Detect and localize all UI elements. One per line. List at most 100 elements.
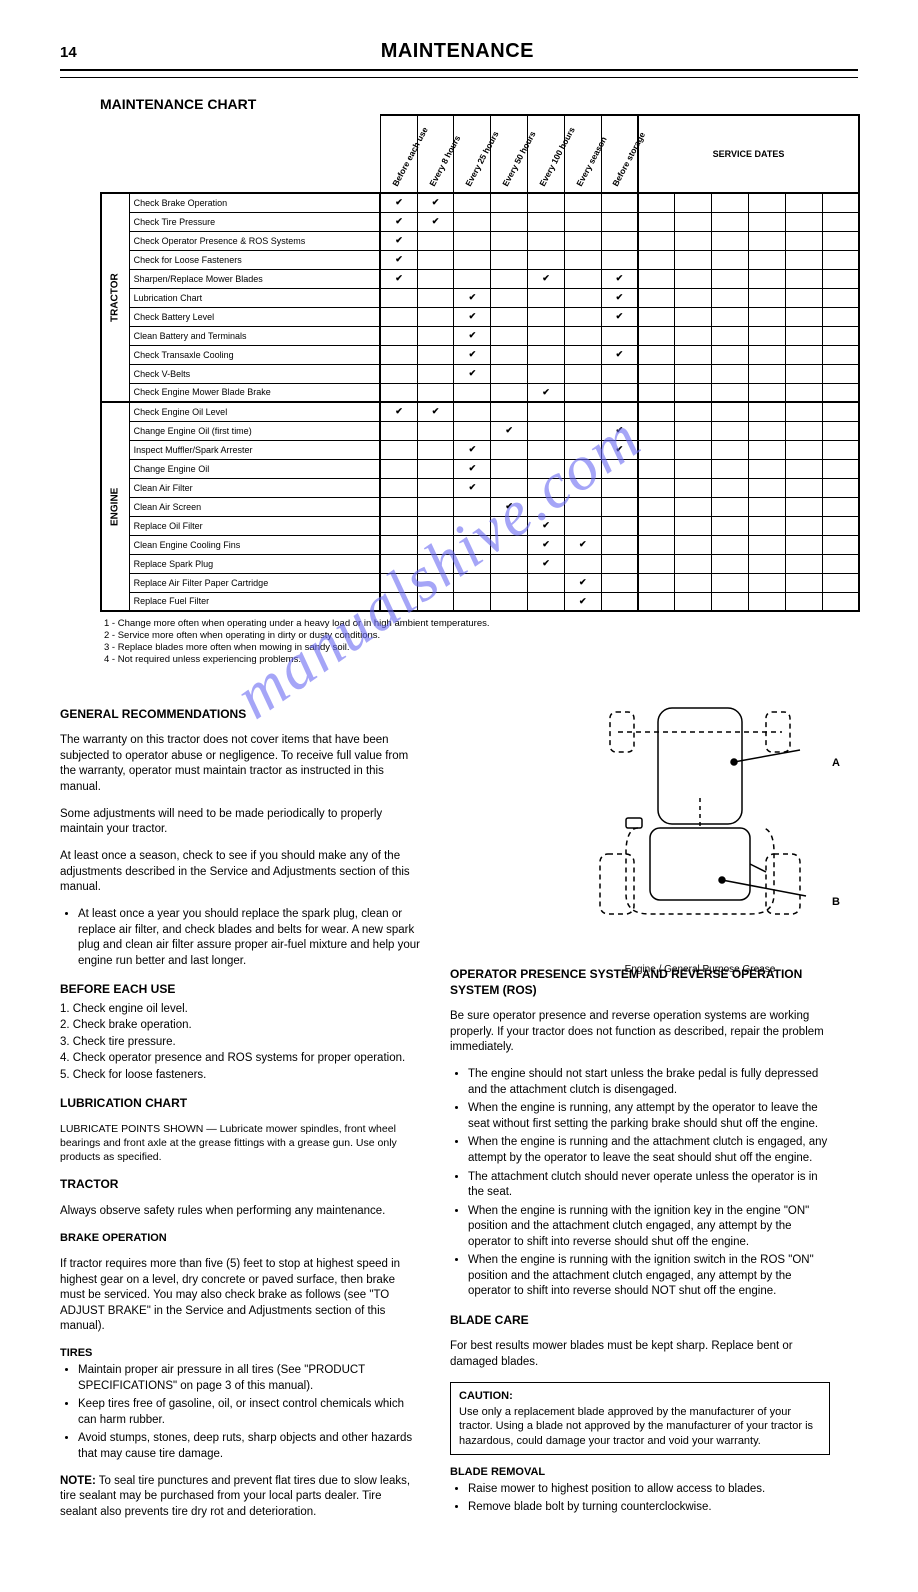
- check-cell: [417, 478, 454, 497]
- task-cell: Clean Engine Cooling Fins: [129, 535, 380, 554]
- rule-sub: [60, 77, 858, 78]
- check-cell: [491, 212, 528, 231]
- service-date-cell: [712, 364, 749, 383]
- service-date-cell: [785, 459, 822, 478]
- tractor-heading: TRACTOR: [60, 1176, 420, 1192]
- service-date-cell: [638, 193, 675, 212]
- tire-bullets: Maintain proper air pressure in all tire…: [78, 1363, 420, 1462]
- footnote: 3 - Replace blades more often when mowin…: [104, 642, 858, 654]
- general-bullets: At least once a year you should replace …: [78, 907, 420, 969]
- service-date-cell: [748, 326, 785, 345]
- task-cell: Replace Fuel Filter: [129, 592, 380, 611]
- fig-label-b: B: [832, 895, 840, 910]
- service-date-cell: [638, 497, 675, 516]
- service-date-cell: [822, 440, 859, 459]
- service-date-cell: [638, 269, 675, 288]
- service-date-cell: [675, 193, 712, 212]
- check-cell: [417, 497, 454, 516]
- service-date-cell: [638, 421, 675, 440]
- section-title: MAINTENANCE: [381, 40, 534, 63]
- general-p1: The warranty on this tractor does not co…: [60, 733, 420, 795]
- page-number: 14: [60, 44, 77, 61]
- check-cell: [528, 326, 565, 345]
- service-date-cell: [785, 307, 822, 326]
- check-cell: [454, 212, 491, 231]
- check-cell: [380, 459, 417, 478]
- check-cell: [601, 573, 638, 592]
- service-date-cell: [785, 288, 822, 307]
- service-date-cell: [822, 383, 859, 402]
- check-cell: [417, 592, 454, 611]
- service-date-cell: [822, 231, 859, 250]
- service-date-cell: [748, 459, 785, 478]
- lubrication-note: LUBRICATE POINTS SHOWN — Lubricate mower…: [60, 1122, 420, 1165]
- check-cell: [491, 231, 528, 250]
- service-date-cell: [712, 288, 749, 307]
- service-date-cell: [638, 516, 675, 535]
- footnote: 4 - Not required unless experiencing pro…: [104, 654, 858, 666]
- check-cell: [454, 592, 491, 611]
- check-cell: ✔: [417, 193, 454, 212]
- check-cell: [564, 497, 601, 516]
- tractor-figure: A B Engine / General Purpose Grease: [570, 694, 830, 954]
- service-date-cell: [712, 402, 749, 421]
- check-cell: [528, 193, 565, 212]
- check-cell: [601, 497, 638, 516]
- task-cell: Check Engine Mower Blade Brake: [129, 383, 380, 402]
- check-cell: [491, 516, 528, 535]
- task-cell: Check for Loose Fasteners: [129, 250, 380, 269]
- service-date-cell: [712, 345, 749, 364]
- check-cell: ✔: [380, 250, 417, 269]
- caution-title: CAUTION:: [459, 1389, 821, 1403]
- check-cell: [417, 231, 454, 250]
- task-cell: Clean Air Screen: [129, 497, 380, 516]
- check-cell: ✔: [454, 364, 491, 383]
- service-date-cell: [822, 459, 859, 478]
- tire-heading: TIRES: [60, 1346, 420, 1361]
- check-cell: [454, 383, 491, 402]
- check-cell: [454, 573, 491, 592]
- service-date-cell: [675, 269, 712, 288]
- check-cell: [564, 288, 601, 307]
- before-item: 3. Check tire pressure.: [60, 1035, 420, 1051]
- check-cell: ✔: [601, 345, 638, 364]
- check-cell: ✔: [528, 383, 565, 402]
- service-date-cell: [638, 307, 675, 326]
- check-cell: [454, 554, 491, 573]
- service-date-cell: [748, 288, 785, 307]
- check-cell: ✔: [564, 573, 601, 592]
- check-cell: ✔: [454, 459, 491, 478]
- service-date-cell: [638, 383, 675, 402]
- check-cell: [564, 459, 601, 478]
- service-date-cell: [785, 269, 822, 288]
- service-dates-header: SERVICE DATES: [638, 115, 859, 193]
- check-cell: [528, 212, 565, 231]
- service-date-cell: [712, 326, 749, 345]
- service-date-cell: [638, 535, 675, 554]
- check-cell: [491, 250, 528, 269]
- tire-note-text: To seal tire punctures and prevent flat …: [60, 1475, 410, 1518]
- check-cell: [601, 364, 638, 383]
- blade-p1: For best results mower blades must be ke…: [450, 1339, 830, 1370]
- check-cell: [564, 326, 601, 345]
- check-cell: [601, 212, 638, 231]
- service-date-cell: [638, 592, 675, 611]
- check-cell: [528, 497, 565, 516]
- check-cell: [601, 231, 638, 250]
- check-cell: [417, 421, 454, 440]
- service-date-cell: [748, 421, 785, 440]
- service-date-cell: [822, 535, 859, 554]
- check-cell: ✔: [528, 516, 565, 535]
- service-date-cell: [785, 421, 822, 440]
- ops-bullet: When the engine is running with the igni…: [468, 1253, 830, 1300]
- service-date-cell: [712, 421, 749, 440]
- check-cell: [417, 535, 454, 554]
- service-date-cell: [638, 573, 675, 592]
- service-date-cell: [822, 478, 859, 497]
- general-bullet: At least once a year you should replace …: [78, 907, 420, 969]
- service-date-cell: [638, 345, 675, 364]
- check-cell: [601, 535, 638, 554]
- check-cell: [601, 459, 638, 478]
- check-cell: [564, 364, 601, 383]
- fig-caption: Engine / General Purpose Grease: [570, 963, 830, 977]
